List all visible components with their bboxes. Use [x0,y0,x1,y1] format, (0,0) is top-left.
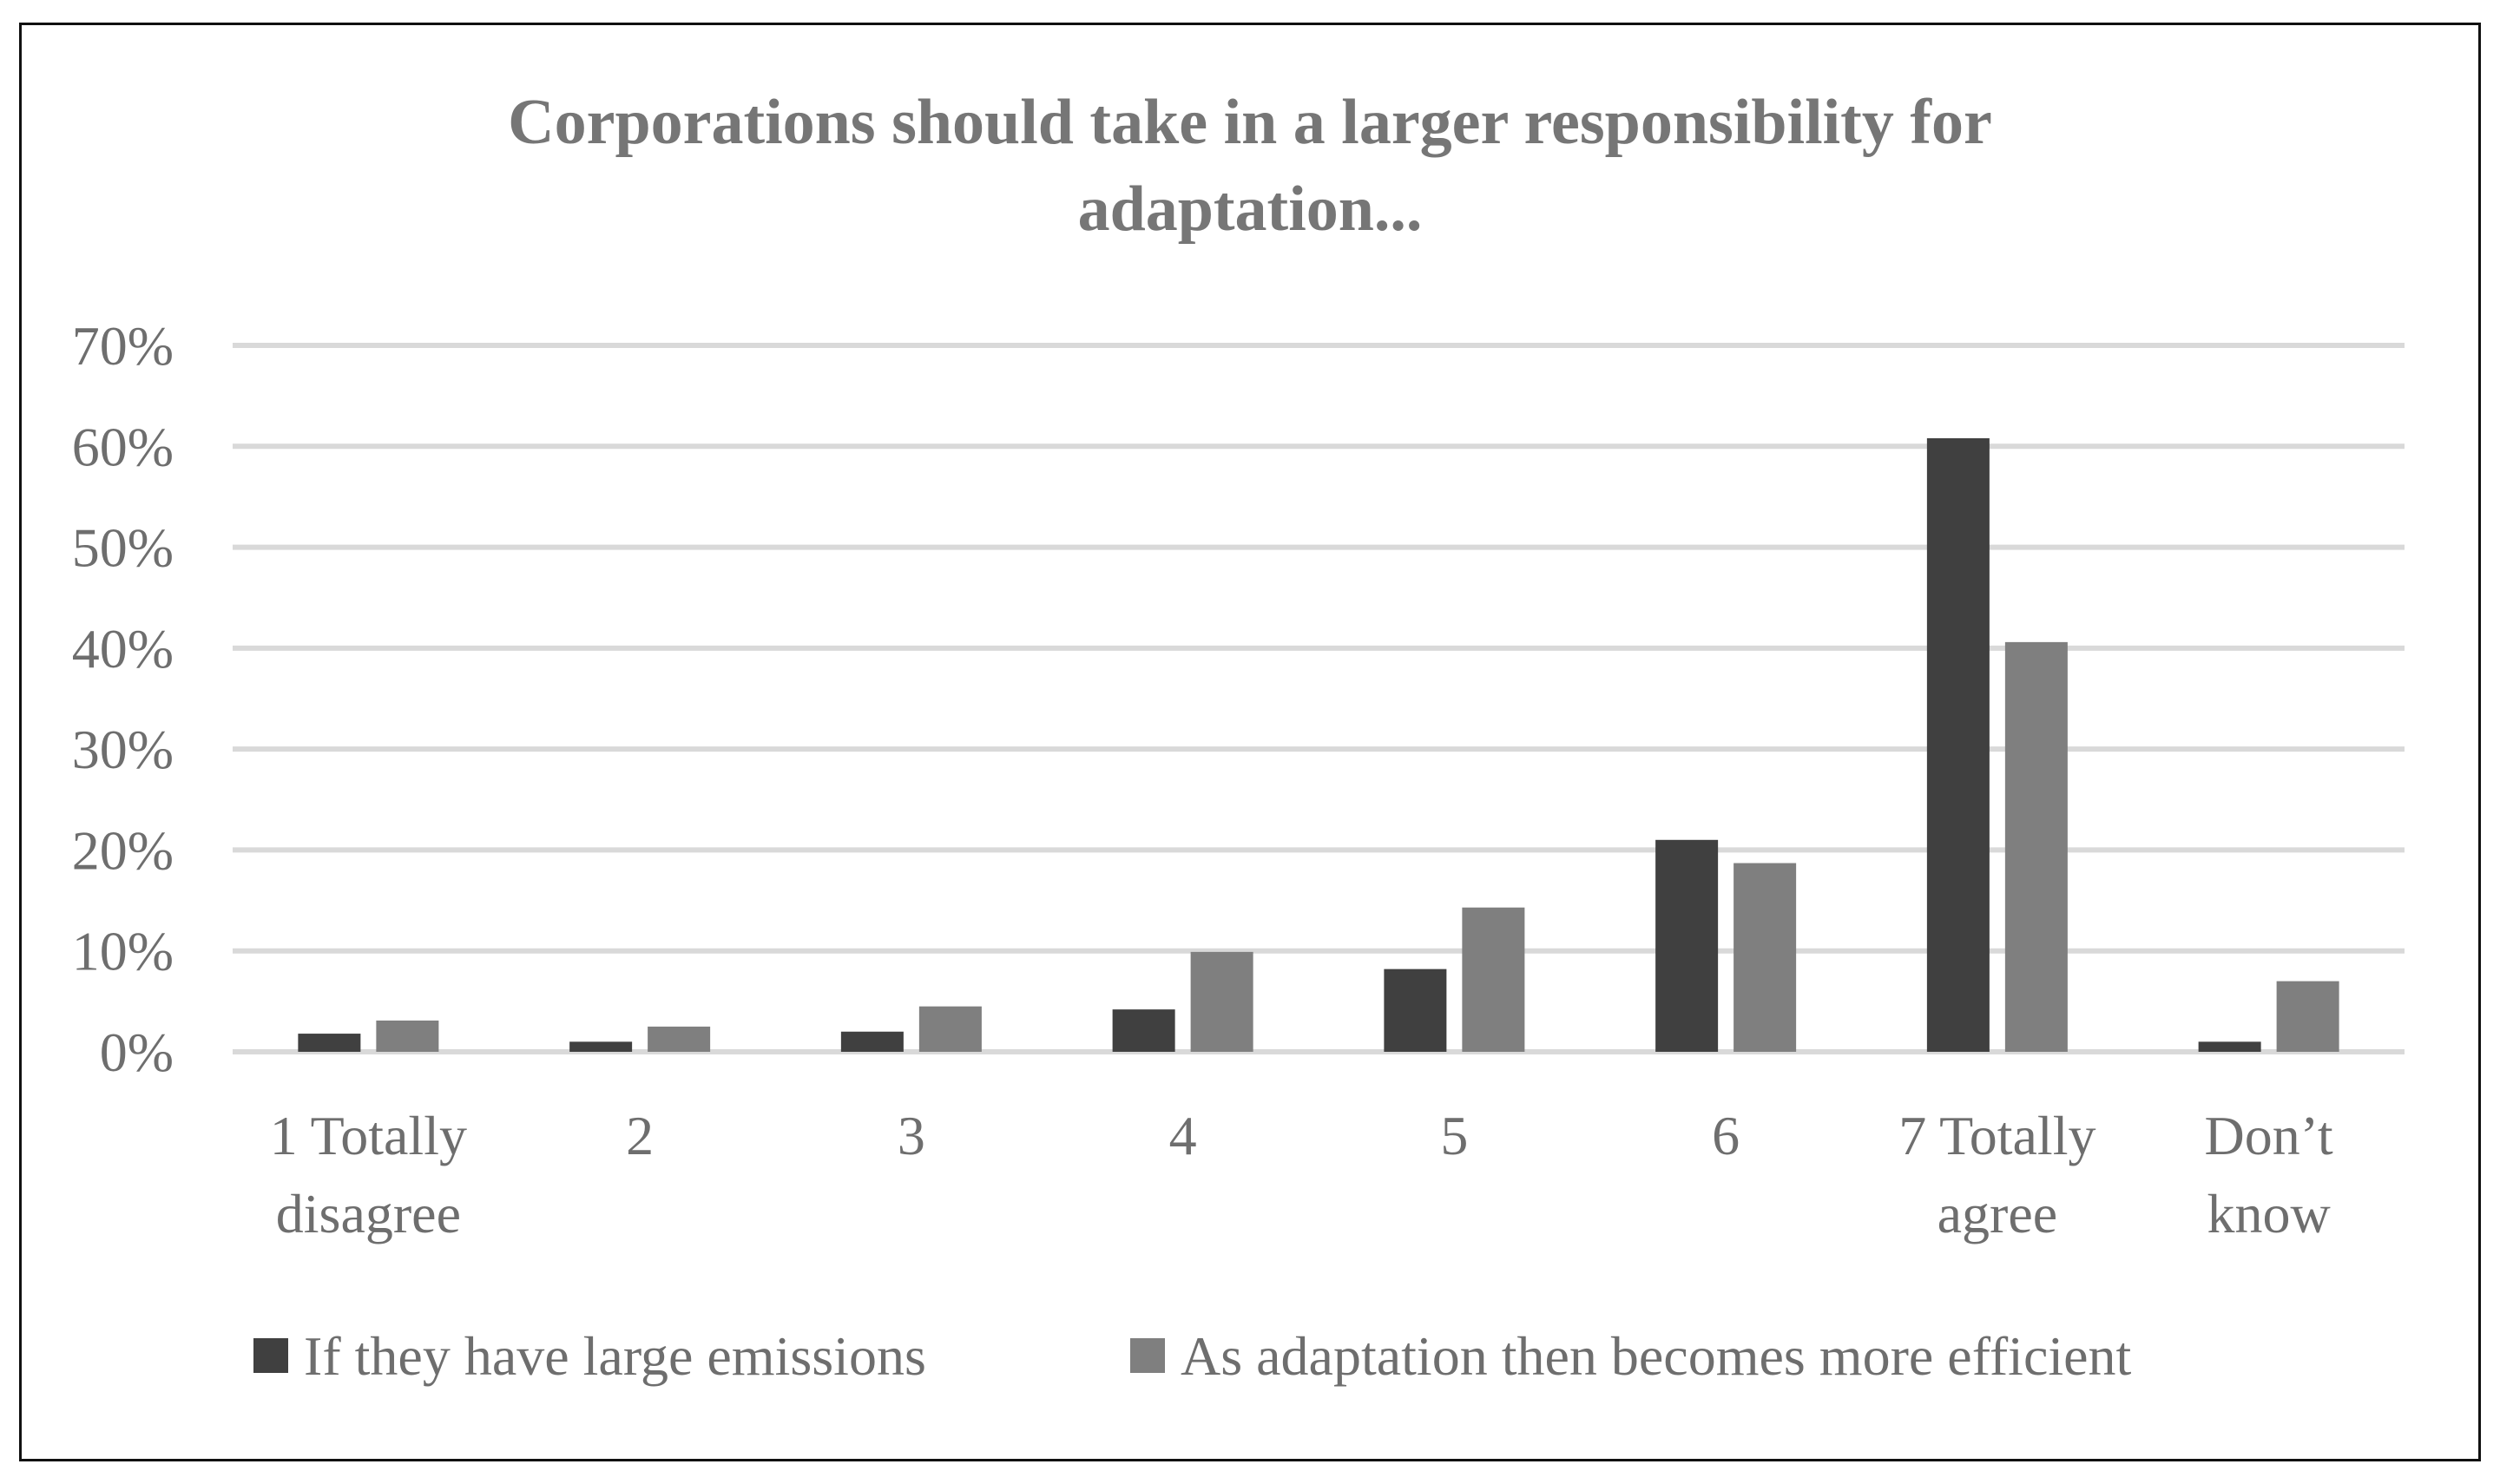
legend-label: If they have large emissions [304,1325,926,1387]
y-tick-label: 70% [72,315,174,377]
bar-series1-cat4 [1112,1009,1175,1052]
x-tick-label: 2 [626,1105,654,1166]
bar-series2-cat3 [918,1006,982,1052]
bar-series2-cat2 [648,1026,711,1052]
bar-series1-cat7 [1926,437,1990,1052]
bar-series1-cat1 [298,1034,361,1052]
bar-series1-cat3 [840,1031,904,1052]
bar-series2-cat1 [376,1020,439,1052]
x-tick-label: 3 [898,1105,925,1166]
x-tick-label: 1 Totally [270,1105,467,1166]
x-tick-label: 6 [1712,1105,1740,1166]
bar-series2-cat7 [2004,641,2068,1052]
y-tick-label: 40% [72,618,174,680]
legend-swatch [253,1338,288,1373]
y-tick-label: 60% [72,416,174,477]
legend-label: As adaptation then becomes more efficien… [1181,1325,2132,1387]
x-tick-label: Don’t [2205,1105,2333,1166]
gridlines [233,343,2405,1054]
x-axis-tick-labels: 1 Totally disagree 2 3 4 5 6 7 Totally agree Don’… [270,1105,2333,1244]
x-tick-label: know [2207,1183,2331,1244]
y-tick-label: 20% [72,819,174,881]
x-tick-label: 7 Totally [1898,1105,2095,1166]
y-tick-label: 10% [72,921,174,982]
bar-series1-cat6 [1655,839,1719,1052]
x-tick-label: agree [1938,1183,2058,1244]
y-tick-label: 50% [72,517,174,579]
legend: If they have large emissions As adaptatio… [253,1325,2132,1387]
x-tick-label: 5 [1440,1105,1468,1166]
bar-series1-cat8 [2198,1041,2261,1052]
x-tick-label: disagree [276,1183,461,1244]
chart-frame [19,23,2481,1461]
chart-title-line: adaptation... [1078,174,1423,245]
y-tick-label: 0% [100,1021,174,1083]
bar-series1-cat5 [1384,969,1447,1052]
y-tick-label: 30% [72,719,174,780]
bars [298,437,2339,1052]
x-tick-label: 4 [1169,1105,1197,1166]
y-axis-tick-labels: 0% 10% 20% 30% 40% 50% 60% 70% [72,315,174,1083]
bar-series2-cat6 [1734,863,1797,1052]
chart-title: Corporations should take in a larger res… [508,87,1992,245]
legend-swatch [1130,1338,1165,1373]
bar-series2-cat5 [1462,907,1525,1052]
bar-series1-cat2 [569,1041,633,1052]
chart-title-line: Corporations should take in a larger res… [508,87,1992,158]
bar-series2-cat8 [2276,981,2339,1052]
bar-series2-cat4 [1190,951,1253,1052]
